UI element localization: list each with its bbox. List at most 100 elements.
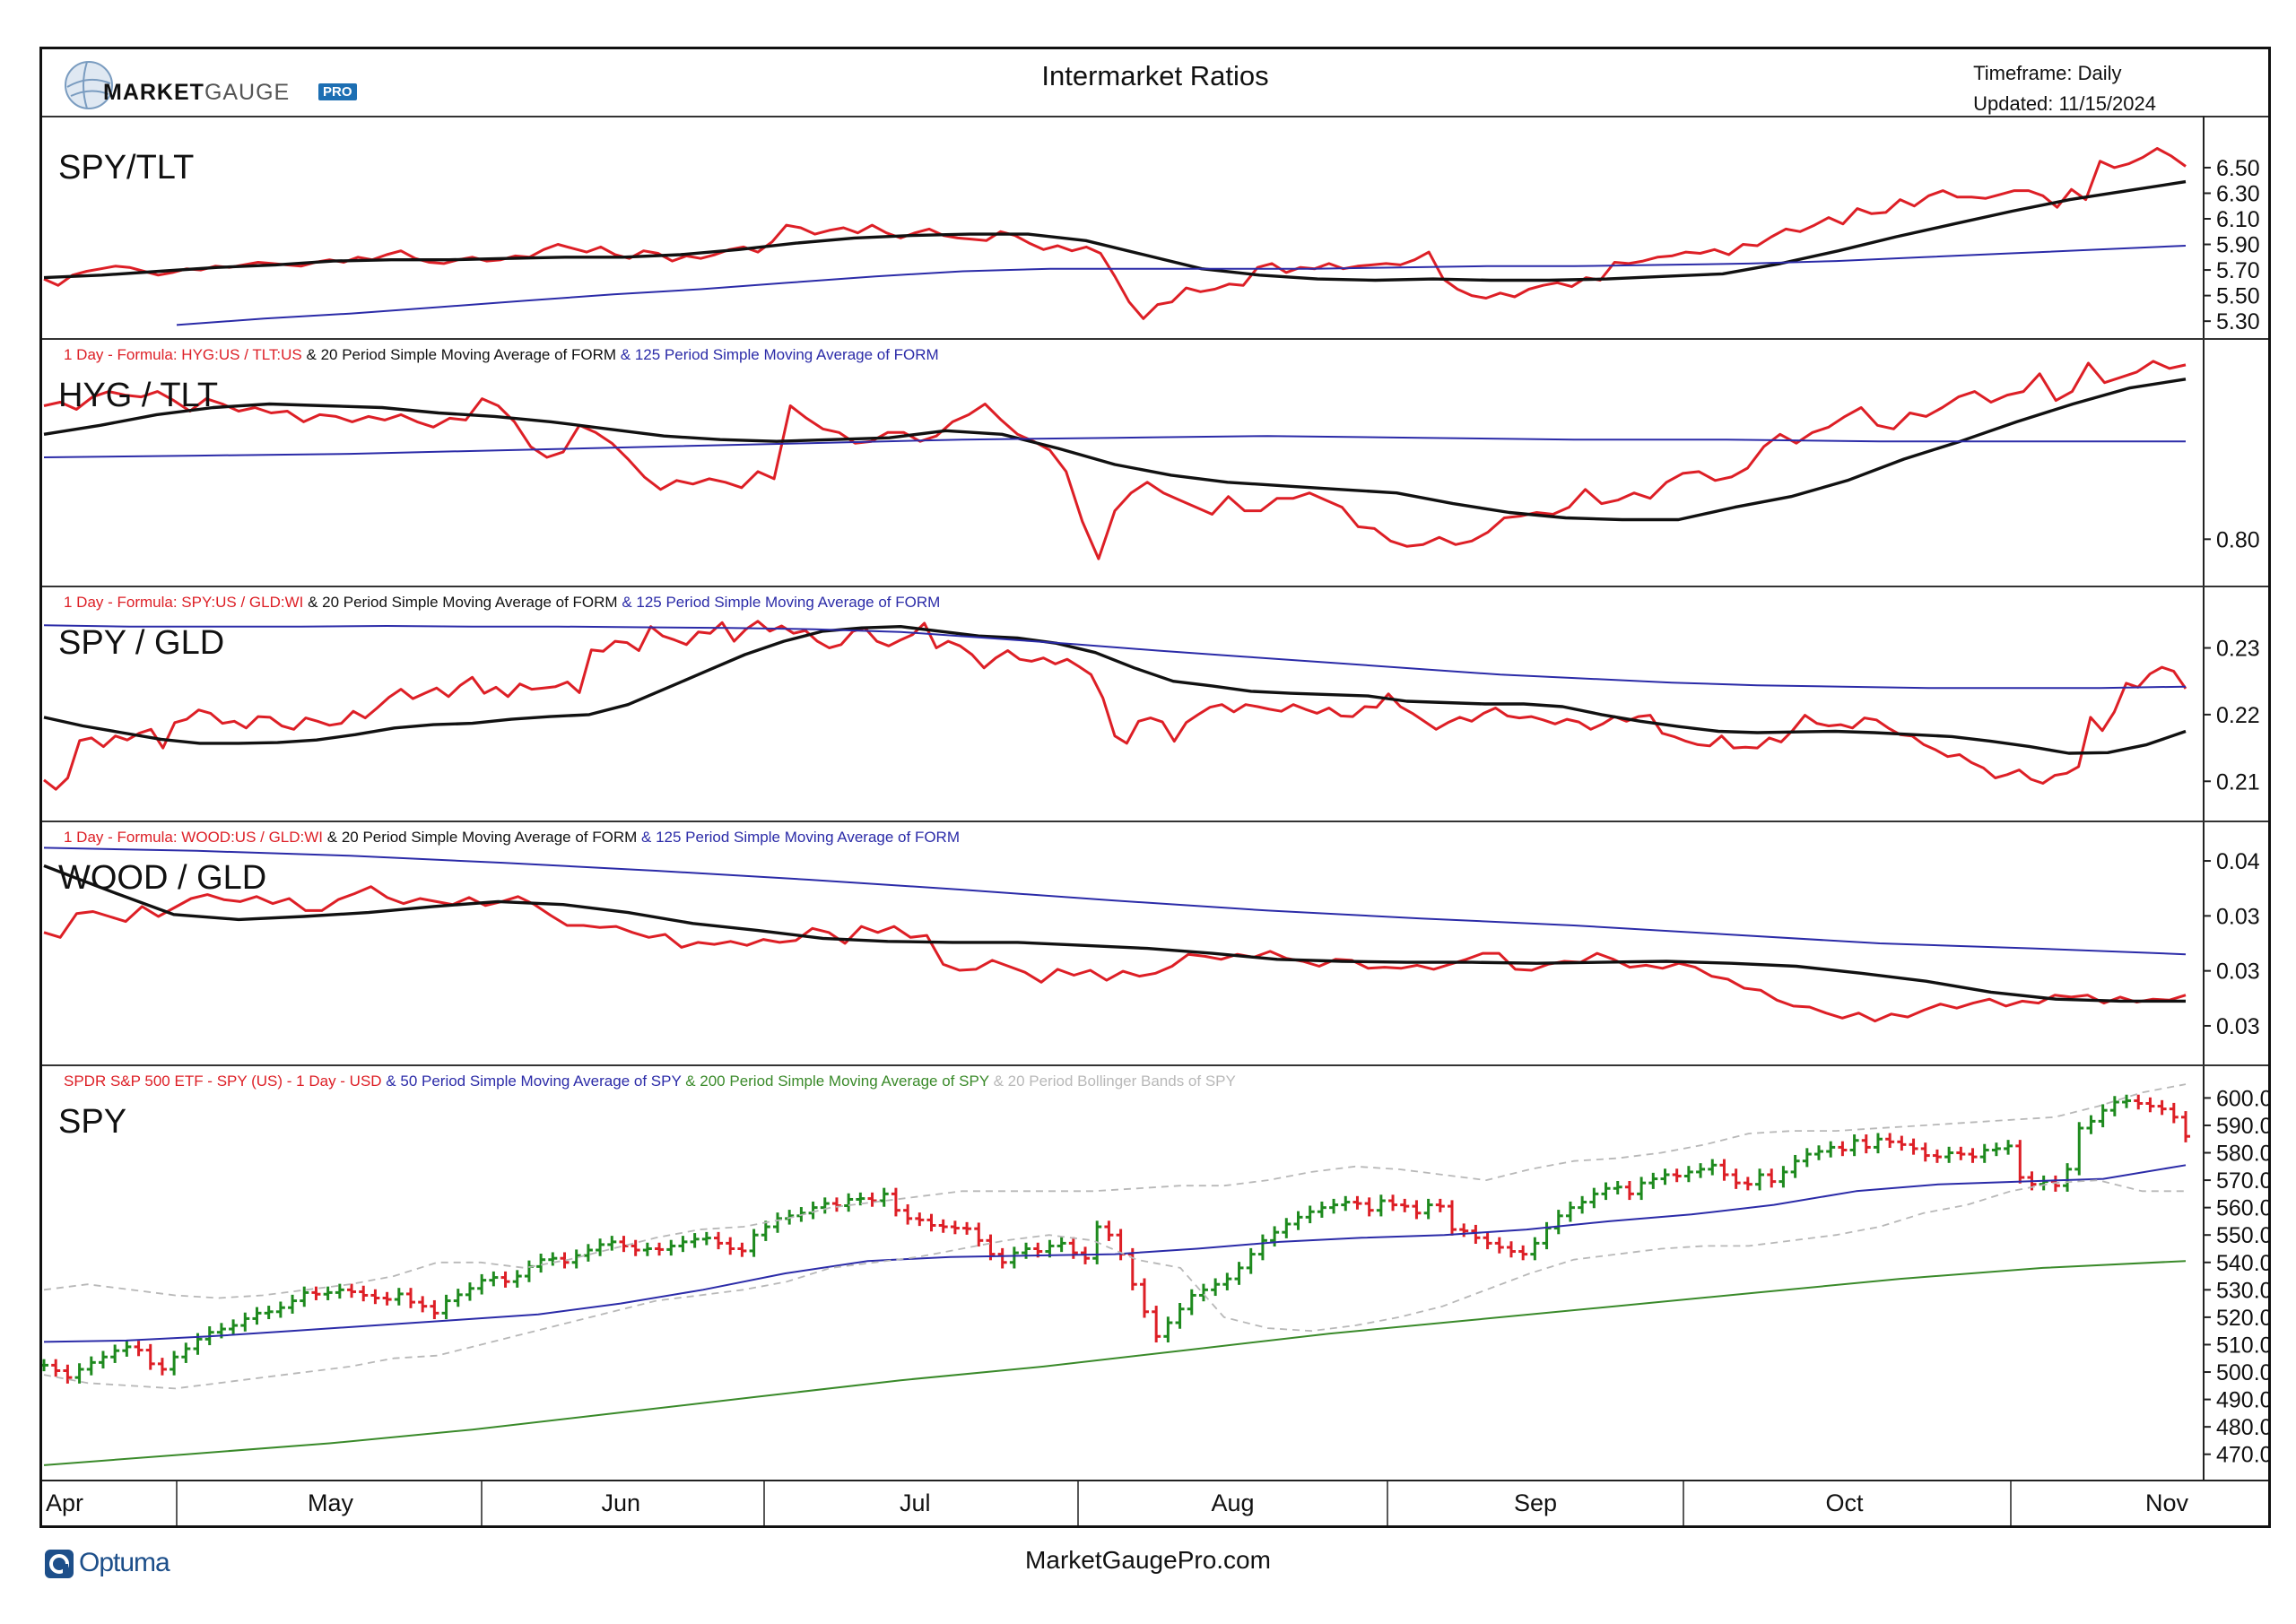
series-sma-20: [43, 378, 2187, 522]
spy-price-bar: [1459, 1223, 1469, 1238]
logo-text-gauge: GAUGE: [204, 80, 291, 105]
panel-legend: 1 Day - Formula: WOOD:US / GLD:WI & 20 P…: [64, 829, 960, 846]
spy-price-bar: [98, 1350, 108, 1369]
spy-price-bar: [1660, 1168, 1670, 1185]
spy-price-bar: [181, 1342, 191, 1363]
spy-price-bar: [1578, 1195, 1587, 1214]
legend-entry: & 125 Period Simple Moving Average of FO…: [616, 346, 939, 363]
y-tick-label: 560.00: [2216, 1196, 2268, 1221]
page-title: Intermarket Ratios: [1041, 60, 1269, 91]
legend-entry: & 50 Period Simple Moving Average of SPY: [382, 1073, 682, 1090]
spy-price-bar: [42, 1359, 48, 1372]
spy-price-bar: [2109, 1096, 2119, 1116]
spy-price-bar: [170, 1350, 179, 1376]
y-tick-label: 530.00: [2216, 1278, 2268, 1303]
spy-price-bar: [252, 1307, 262, 1325]
timeframe-label: Timeframe: Daily: [1973, 62, 2122, 84]
spy-price-bar: [1920, 1142, 1930, 1162]
spy-price-bar: [240, 1312, 250, 1332]
spy-price-bar: [1672, 1168, 1682, 1183]
spy-price-bar: [642, 1242, 652, 1256]
series-sma-200: [43, 1260, 2187, 1466]
spy-price-bar: [678, 1236, 688, 1253]
spy-price-bar: [1956, 1146, 1966, 1160]
legend-entry: & 125 Period Simple Moving Average of FO…: [637, 829, 960, 846]
spy-price-bar: [1968, 1148, 1978, 1163]
spy-price-bar: [335, 1283, 344, 1299]
spy-price-bar: [1838, 1141, 1848, 1157]
ratio-charts: 6.506.306.105.905.705.505.30 SPY/TLT 0.80 1…: [42, 116, 2268, 1525]
spy-price-bar: [1708, 1159, 1718, 1176]
spy-price-bar: [441, 1294, 451, 1320]
series-ratio: [43, 885, 2187, 1023]
spy-price-bar: [596, 1238, 605, 1256]
y-tick-label: 6.50: [2216, 156, 2260, 181]
spy-price-bar: [1152, 1306, 1161, 1343]
spy-price-bar: [157, 1358, 167, 1376]
spy-price-bar: [607, 1236, 617, 1251]
spy-price-bar: [619, 1236, 629, 1253]
spy-price-bar: [1198, 1283, 1208, 1302]
series-sma-50: [43, 1164, 2187, 1343]
y-tick-label: 470.00: [2216, 1443, 2268, 1468]
spy-price-bar: [1222, 1272, 1232, 1290]
month-label: Jun: [602, 1489, 641, 1516]
spy-price-bar: [1779, 1166, 1788, 1188]
spy-price-bar: [1234, 1262, 1244, 1285]
y-tick-label: 590.00: [2216, 1114, 2268, 1139]
spy-price-bar: [1317, 1201, 1326, 1218]
spy-price-bar: [1412, 1200, 1422, 1220]
spy-price-bar: [891, 1187, 900, 1217]
spy-price-bar: [1814, 1145, 1824, 1160]
spy-price-bar: [1897, 1135, 1907, 1151]
spy-price-bar: [1506, 1241, 1516, 1258]
series-sma-125: [43, 624, 2187, 690]
spy-price-bar: [950, 1220, 960, 1235]
timeframe-info: Timeframe: Daily Updated: 11/15/2024: [1973, 58, 2156, 119]
spy-price-bar: [1755, 1168, 1765, 1191]
spy-price-bar: [347, 1283, 357, 1298]
spy-price-bar: [2039, 1175, 2048, 1191]
y-tick-label: 0.21: [2216, 769, 2260, 795]
y-tick-label: 580.00: [2216, 1142, 2268, 1167]
spy-price-bar: [1293, 1211, 1303, 1230]
spy-price-bar: [831, 1197, 841, 1212]
y-tick-label: 540.00: [2216, 1251, 2268, 1276]
spy-price-bar: [1163, 1316, 1173, 1343]
spy-price-bar: [938, 1219, 948, 1233]
legend-entry: 1 Day - Formula: HYG:US / TLT:US: [64, 346, 302, 363]
y-tick-label: 490.00: [2216, 1388, 2268, 1413]
spy-price-bar: [2181, 1111, 2190, 1142]
spy-price-bar: [2098, 1104, 2108, 1128]
spy-price-bar: [844, 1193, 854, 1212]
y-tick-label: 6.30: [2216, 181, 2260, 206]
y-tick-label: 5.50: [2216, 284, 2260, 309]
globe-icon: [65, 61, 113, 109]
month-label: Aug: [1212, 1489, 1255, 1516]
spy-price-bar: [915, 1212, 925, 1227]
spy-price-bar: [74, 1363, 84, 1384]
spy-price-bar: [761, 1220, 770, 1241]
chart-frame: MARKETGAUGE PRO Intermarket Ratios Timef…: [39, 47, 2271, 1528]
logo-text-market: MARKET: [103, 80, 204, 105]
spy-price-bar: [1802, 1148, 1812, 1168]
spy-price-bar: [405, 1288, 415, 1308]
spy-price-bar: [1471, 1224, 1481, 1244]
panel-label: SPY: [58, 1103, 126, 1141]
spy-price-bar: [1139, 1278, 1149, 1318]
y-tick-label: 0.04: [2216, 849, 2260, 874]
legend-entry: & 125 Period Simple Moving Average of FO…: [618, 594, 941, 611]
spy-price-bar: [631, 1239, 640, 1256]
y-tick-label: 0.03: [2216, 960, 2260, 985]
spy-price-bar: [1329, 1198, 1339, 1214]
spy-price-bar: [288, 1294, 298, 1314]
y-tick-label: 0.23: [2216, 637, 2260, 662]
spy-price-bar: [1826, 1141, 1836, 1158]
spy-price-bar: [879, 1187, 889, 1207]
spy-price-bar: [1601, 1182, 1611, 1201]
spy-price-bar: [2145, 1097, 2155, 1113]
spy-price-bar: [808, 1201, 818, 1220]
y-tick-label: 0.22: [2216, 703, 2260, 728]
spy-price-bar: [2086, 1115, 2096, 1134]
spy-price-bar: [264, 1306, 274, 1320]
